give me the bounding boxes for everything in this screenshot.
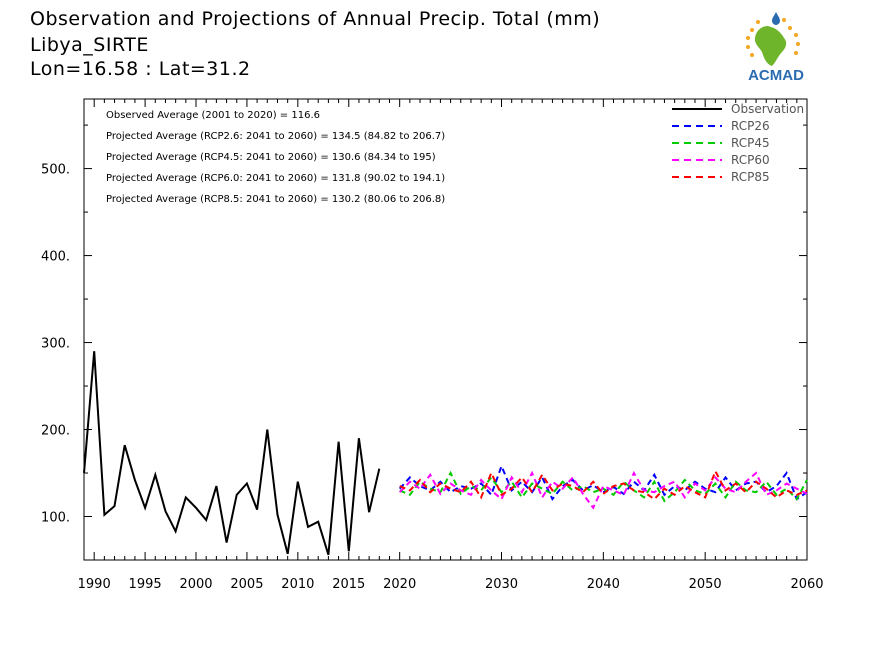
stat-rcp60: Projected Average (RCP6.0: 2041 to 2060)… (106, 173, 445, 184)
x-tick-label: 2020 (383, 577, 416, 592)
x-tick-label: 2030 (485, 577, 518, 592)
x-tick-label: 1990 (78, 577, 111, 592)
stat-rcp45: Projected Average (RCP4.5: 2041 to 2060)… (106, 152, 436, 163)
chart-title: Observation and Projections of Annual Pr… (30, 8, 601, 30)
stat-rcp85: Projected Average (RCP8.5: 2041 to 2060)… (106, 194, 445, 205)
series-layer (83, 351, 808, 556)
y-tick-label: 300. (41, 337, 70, 352)
x-tick-label: 2010 (281, 577, 314, 592)
y-tick-label: 400. (41, 250, 70, 265)
axis-ticks: 1990 1995 2000 2005 2010 2015 2020 2030 2040 2050… (41, 99, 824, 592)
x-tick-label: 1995 (129, 577, 162, 592)
y-tick-label: 200. (41, 424, 70, 439)
x-tick-label: 2060 (790, 577, 823, 592)
stat-observed: Observed Average (2001 to 2020) = 116.6 (106, 110, 320, 121)
stat-rcp26: Projected Average (RCP2.6: 2041 to 2060)… (106, 131, 445, 142)
series-observation (83, 351, 381, 556)
stats-box: Observed Average (2001 to 2020) = 116.6 … (106, 110, 445, 205)
x-tick-label: 2005 (230, 577, 263, 592)
legend-label: RCP85 (731, 170, 770, 184)
y-tick-label: 500. (41, 163, 70, 178)
location-label: Libya_SIRTE (30, 34, 149, 56)
x-tick-label: 2015 (332, 577, 365, 592)
legend-label: RCP60 (731, 153, 770, 167)
legend-label: Observation (731, 102, 804, 116)
x-tick-label: 2050 (689, 577, 722, 592)
plot-frame (83, 98, 808, 561)
x-tick-label: 2040 (587, 577, 620, 592)
series-rcp60 (398, 470, 808, 510)
acmad-logo: ACMAD (746, 12, 804, 84)
series-rcp45 (399, 470, 808, 503)
legend: Observation RCP26 RCP45 RCP60 RCP85 (672, 102, 804, 184)
legend-label: RCP45 (731, 136, 770, 150)
x-tick-label: 2000 (179, 577, 212, 592)
africa-map-raindrop-logo-icon (746, 12, 800, 66)
logo-text: ACMAD (748, 67, 804, 84)
coordinates-label: Lon=16.58 : Lat=31.2 (30, 58, 251, 80)
legend-label: RCP26 (731, 119, 770, 133)
y-tick-label: 100. (41, 511, 70, 526)
